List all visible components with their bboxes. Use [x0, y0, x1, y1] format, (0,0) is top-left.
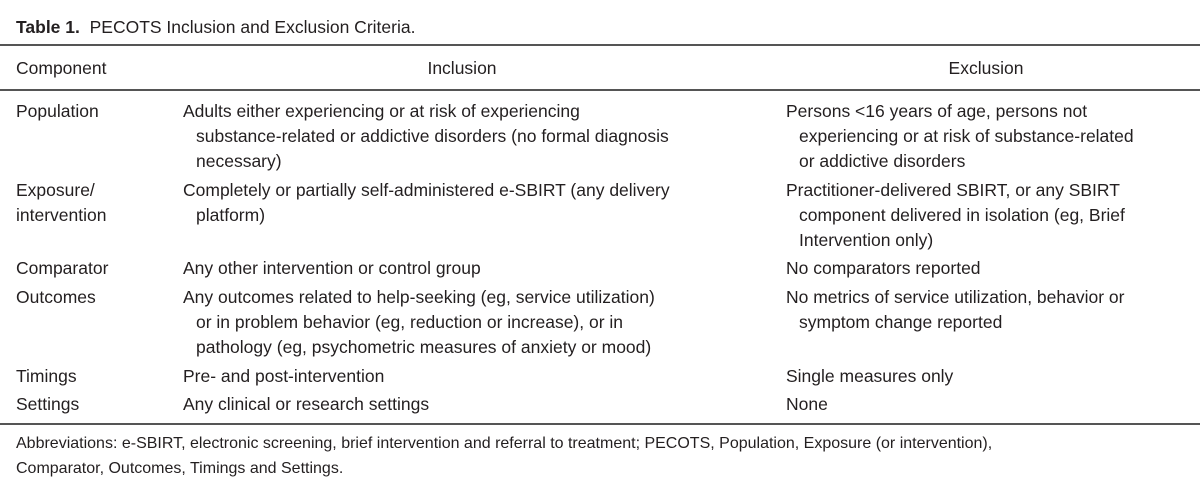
footnote-line: Comparator, Outcomes, Timings and Settin… — [16, 460, 344, 477]
cell-line: Population — [16, 101, 99, 121]
table-label: Table 1. — [16, 17, 80, 37]
cell-exclusion: Single measures only — [786, 364, 1186, 389]
cell-line: Timings — [16, 366, 77, 386]
table-caption: Table 1. PECOTS Inclusion and Exclusion … — [16, 15, 415, 40]
cell-line: Intervention only) — [799, 230, 934, 250]
header-component: Component — [16, 58, 107, 78]
cell-line: Any clinical or research settings — [183, 394, 430, 414]
cell-exclusion: None — [786, 392, 1186, 417]
cell-line: intervention — [16, 205, 107, 225]
cell-line: Any outcomes related to help-seeking (eg… — [183, 287, 655, 307]
cell-component: Outcomes — [16, 285, 96, 310]
table-footnote: Abbreviations: e-SBIRT, electronic scree… — [16, 431, 992, 481]
cell-inclusion: Pre- and post-intervention — [183, 364, 773, 389]
header-inclusion: Inclusion — [427, 58, 497, 78]
cell-inclusion: Completely or partially self-administere… — [183, 178, 773, 228]
cell-line: Exposure/ — [16, 180, 95, 200]
cell-line: pathology (eg, psychometric measures of … — [196, 337, 652, 357]
cell-line: Outcomes — [16, 287, 96, 307]
cell-inclusion: Any other intervention or control group — [183, 256, 773, 281]
cell-line: symptom change reported — [799, 312, 1003, 332]
cell-exclusion: No metrics of service utilization, behav… — [786, 285, 1186, 335]
cell-inclusion: Any clinical or research settings — [183, 392, 773, 417]
cell-line: component delivered in isolation (eg, Br… — [799, 205, 1125, 225]
bottom-rule — [0, 423, 1200, 425]
cell-line: Any other intervention or control group — [183, 258, 481, 278]
cell-line: substance-related or addictive disorders… — [196, 126, 669, 146]
cell-component: Settings — [16, 392, 79, 417]
cell-line: No comparators reported — [786, 258, 981, 278]
cell-line: Completely or partially self-administere… — [183, 180, 670, 200]
cell-line: Comparator — [16, 258, 109, 278]
cell-line: necessary) — [196, 151, 282, 171]
cell-line: Practitioner-delivered SBIRT, or any SBI… — [786, 180, 1120, 200]
top-rule — [0, 44, 1200, 46]
header-rule — [0, 89, 1200, 91]
cell-line: Adults either experiencing or at risk of… — [183, 101, 580, 121]
cell-line: Settings — [16, 394, 80, 414]
cell-exclusion: Persons <16 years of age, persons not exp… — [786, 99, 1186, 174]
cell-component: Timings — [16, 364, 77, 389]
cell-line: Persons <16 years of age, persons not — [786, 101, 1088, 121]
cell-line: or in problem behavior (eg, reduction or… — [196, 312, 624, 332]
cell-line: Pre- and post-intervention — [183, 366, 385, 386]
cell-exclusion: No comparators reported — [786, 256, 1186, 281]
cell-component: Comparator — [16, 256, 108, 281]
cell-line: No metrics of service utilization, behav… — [786, 287, 1125, 307]
cell-inclusion: Any outcomes related to help-seeking (eg… — [183, 285, 773, 360]
cell-exclusion: Practitioner-delivered SBIRT, or any SBI… — [786, 178, 1186, 253]
cell-component: Population — [16, 99, 99, 124]
cell-inclusion: Adults either experiencing or at risk of… — [183, 99, 773, 174]
header-exclusion: Exclusion — [948, 58, 1024, 78]
cell-line: Single measures only — [786, 366, 954, 386]
cell-line: experiencing or at risk of substance-rel… — [799, 126, 1134, 146]
table-title: PECOTS Inclusion and Exclusion Criteria. — [89, 17, 416, 37]
cell-line: platform) — [196, 205, 266, 225]
footnote-line: Abbreviations: e-SBIRT, electronic scree… — [16, 435, 993, 452]
cell-line: or addictive disorders — [799, 151, 966, 171]
cell-line: None — [786, 394, 828, 414]
cell-component: Exposure/intervention — [16, 178, 106, 228]
